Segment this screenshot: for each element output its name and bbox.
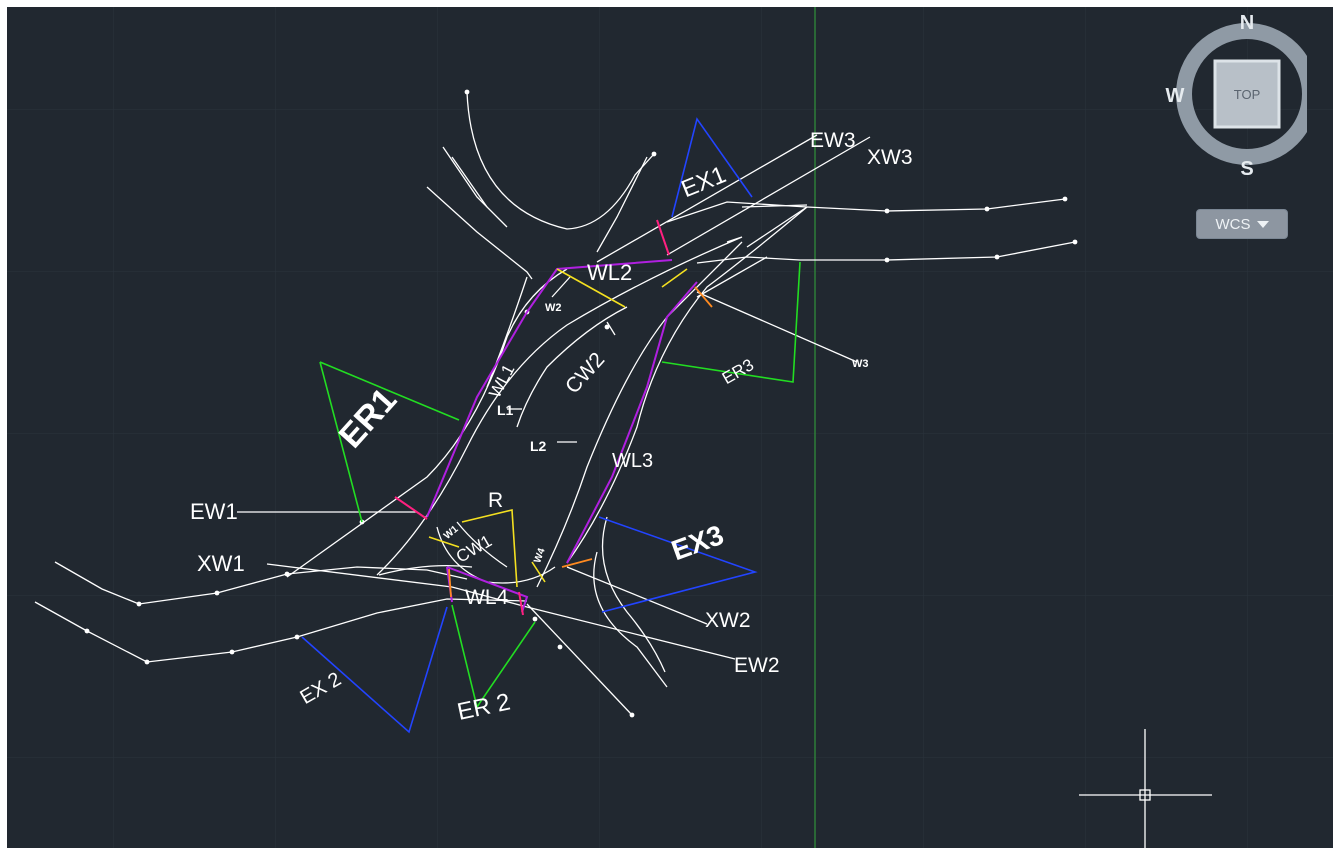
label-xw2: XW2 bbox=[705, 609, 751, 632]
yellow-lines bbox=[428, 268, 688, 588]
wcs-menu-button[interactable]: WCS bbox=[1196, 209, 1288, 239]
label-l1: L1 bbox=[497, 402, 514, 418]
blue-lines bbox=[301, 117, 758, 734]
label-ew2: EW2 bbox=[734, 654, 780, 677]
model-space-drawing[interactable]: EW1 XW1 EW2 XW2 EW3 XW3 WL2 WL3 WL4 WL1 … bbox=[7, 7, 1333, 848]
label-ew3: EW3 bbox=[810, 129, 856, 152]
drawing-viewport[interactable]: EW1 XW1 EW2 XW2 EW3 XW3 WL2 WL3 WL4 WL1 … bbox=[7, 7, 1333, 848]
label-ew1: EW1 bbox=[190, 499, 238, 524]
compass-west[interactable]: W bbox=[1166, 85, 1185, 107]
label-w2: W2 bbox=[545, 302, 562, 314]
label-r: R bbox=[488, 489, 503, 512]
orange-lines bbox=[448, 286, 713, 598]
magenta-lines bbox=[394, 219, 670, 616]
label-wl4: WL4 bbox=[465, 586, 509, 609]
label-wl3: WL3 bbox=[612, 450, 653, 472]
crosshair-cursor-icon bbox=[1079, 729, 1212, 848]
compass-south[interactable]: S bbox=[1240, 158, 1253, 180]
label-w3: W3 bbox=[852, 358, 869, 370]
label-wl2: WL2 bbox=[587, 260, 632, 285]
compass-ring[interactable] bbox=[1176, 23, 1307, 165]
viewcube-face-label: TOP bbox=[1234, 87, 1261, 102]
label-xw1: XW1 bbox=[197, 551, 245, 576]
green-lines bbox=[319, 261, 801, 709]
road-linework bbox=[34, 91, 1076, 716]
compass-north[interactable]: N bbox=[1240, 12, 1254, 34]
viewcube-top-face[interactable] bbox=[1213, 59, 1281, 129]
wall-lines bbox=[426, 259, 698, 613]
wcs-label: WCS bbox=[1215, 215, 1251, 233]
label-xw3: XW3 bbox=[867, 146, 913, 169]
grid bbox=[7, 7, 1333, 848]
chevron-down-icon bbox=[1256, 220, 1269, 228]
viewcube[interactable]: TOP N S W E bbox=[1157, 7, 1307, 197]
label-l2: L2 bbox=[530, 438, 547, 454]
label-w4: W4 bbox=[532, 546, 548, 564]
